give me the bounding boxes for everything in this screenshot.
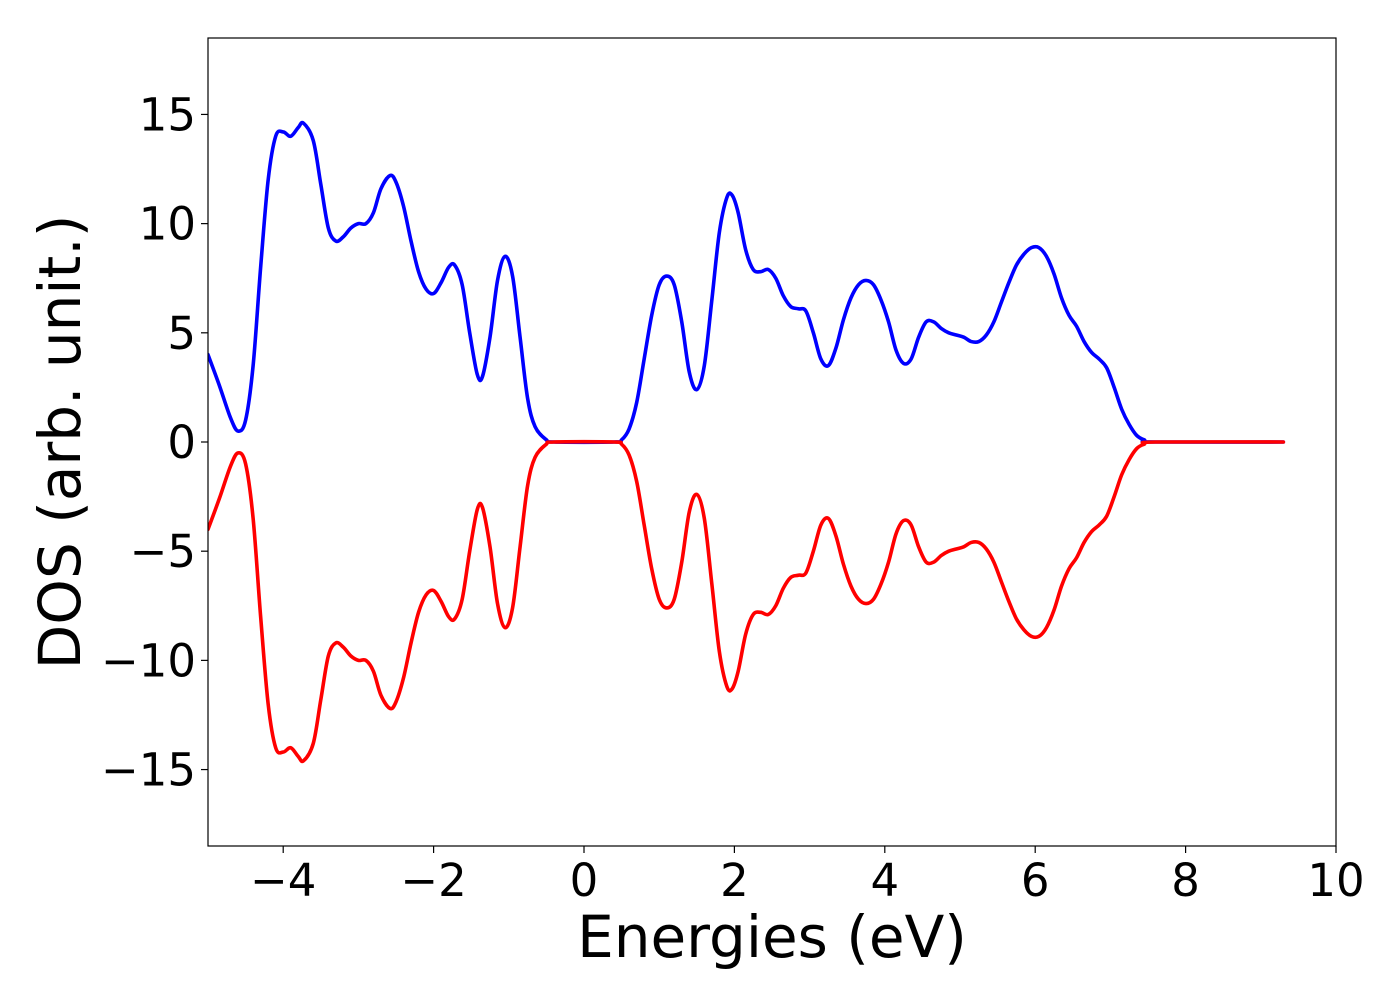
y-tick-label: 0 [167, 416, 196, 469]
dos-line-spin-down [208, 439, 1286, 764]
y-axis: 15 10 5 0 −5 −10 −15 [101, 88, 208, 797]
y-tick-label: −15 [101, 744, 196, 797]
y-tick-label: 15 [139, 88, 196, 141]
x-axis: −4 −2 0 2 4 6 8 10 [250, 846, 1365, 907]
x-tick-label: 2 [720, 854, 749, 907]
x-tick-label: 6 [1021, 854, 1050, 907]
x-tick-label: 0 [570, 854, 599, 907]
x-tick-label: −4 [250, 854, 316, 907]
y-tick-label: 5 [167, 307, 196, 360]
y-tick-label: −5 [130, 525, 196, 578]
x-tick-label: 10 [1307, 854, 1364, 907]
x-tick-label: 4 [870, 854, 899, 907]
x-tick-label: 8 [1171, 854, 1200, 907]
x-axis-title: Energies (eV) [577, 903, 967, 971]
series-layer [208, 120, 1286, 764]
y-tick-label: 10 [139, 198, 196, 251]
y-axis-title: DOS (arb. unit.) [26, 215, 94, 670]
x-tick-label: −2 [400, 854, 466, 907]
y-tick-label: −10 [101, 634, 196, 687]
dos-line-spin-up [208, 120, 1286, 445]
